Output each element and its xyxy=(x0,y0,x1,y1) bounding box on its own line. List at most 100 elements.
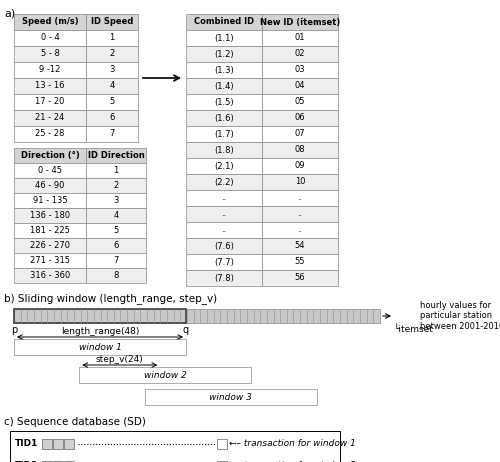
Bar xyxy=(86,268,146,283)
Text: (1.6): (1.6) xyxy=(214,114,234,122)
Bar xyxy=(86,193,146,208)
Bar xyxy=(186,30,262,46)
Text: 01: 01 xyxy=(295,34,305,43)
Bar xyxy=(186,190,262,206)
Bar xyxy=(64,461,74,462)
Text: 226 - 270: 226 - 270 xyxy=(30,241,70,250)
Bar xyxy=(186,142,262,158)
Text: ..: .. xyxy=(222,225,226,235)
Bar xyxy=(216,461,226,462)
Bar xyxy=(262,238,338,254)
Text: New ID (itemset): New ID (itemset) xyxy=(260,18,340,26)
Text: (7.6): (7.6) xyxy=(214,242,234,250)
Bar xyxy=(10,431,340,462)
Text: 08: 08 xyxy=(294,146,306,154)
Bar xyxy=(14,309,186,323)
Text: Combined ID: Combined ID xyxy=(194,18,254,26)
Bar xyxy=(14,148,86,163)
Bar xyxy=(86,148,146,163)
Bar xyxy=(14,30,86,46)
Bar xyxy=(14,126,86,142)
Text: 05: 05 xyxy=(295,97,305,107)
Bar xyxy=(86,126,138,142)
Text: 55: 55 xyxy=(295,257,305,267)
Bar xyxy=(262,14,338,30)
Text: 5: 5 xyxy=(114,226,118,235)
Bar xyxy=(86,94,138,110)
Bar xyxy=(14,253,86,268)
Text: step_v(24): step_v(24) xyxy=(96,355,144,364)
Text: 17 - 20: 17 - 20 xyxy=(36,97,64,107)
Text: (1.2): (1.2) xyxy=(214,49,234,59)
Text: 06: 06 xyxy=(294,114,306,122)
Text: 1: 1 xyxy=(110,34,114,43)
Bar xyxy=(186,110,262,126)
Text: 7: 7 xyxy=(110,129,114,139)
Text: 09: 09 xyxy=(295,162,305,170)
Bar xyxy=(262,174,338,190)
Text: 54: 54 xyxy=(295,242,305,250)
Text: window 3: window 3 xyxy=(210,393,252,401)
Bar xyxy=(86,78,138,94)
Bar xyxy=(86,253,146,268)
Bar xyxy=(86,110,138,126)
Bar xyxy=(53,439,63,449)
Bar xyxy=(186,46,262,62)
Bar xyxy=(14,163,86,178)
Bar xyxy=(262,110,338,126)
Text: Speed (m/s): Speed (m/s) xyxy=(22,18,78,26)
Text: 2: 2 xyxy=(114,181,118,190)
Bar xyxy=(86,223,146,238)
Bar xyxy=(14,339,186,355)
Text: (1.3): (1.3) xyxy=(214,66,234,74)
Text: 5 - 8: 5 - 8 xyxy=(40,49,60,59)
Bar xyxy=(42,461,52,462)
Bar xyxy=(262,158,338,174)
Text: (1.7): (1.7) xyxy=(214,129,234,139)
Bar xyxy=(14,94,86,110)
Bar xyxy=(262,190,338,206)
Bar xyxy=(186,94,262,110)
Bar xyxy=(262,270,338,286)
Bar xyxy=(262,78,338,94)
Bar xyxy=(86,238,146,253)
Bar xyxy=(86,62,138,78)
Bar xyxy=(262,142,338,158)
Text: ID Speed: ID Speed xyxy=(91,18,133,26)
Text: 03: 03 xyxy=(294,66,306,74)
Text: └itemset: └itemset xyxy=(394,325,434,334)
Text: 4: 4 xyxy=(110,81,114,91)
Bar xyxy=(53,461,63,462)
Text: ..: .. xyxy=(298,209,302,219)
Text: ←– transaction for window 1: ←– transaction for window 1 xyxy=(228,439,356,449)
Text: (2.2): (2.2) xyxy=(214,177,234,187)
Text: 136 - 180: 136 - 180 xyxy=(30,211,70,220)
Text: 1: 1 xyxy=(114,166,118,175)
Text: (7.8): (7.8) xyxy=(214,274,234,282)
Text: 3: 3 xyxy=(114,196,118,205)
Bar xyxy=(262,254,338,270)
Bar xyxy=(262,30,338,46)
Bar xyxy=(14,193,86,208)
Text: 3: 3 xyxy=(110,66,114,74)
Text: 04: 04 xyxy=(295,81,305,91)
Bar xyxy=(262,62,338,78)
Text: hourly values for
particular station
between 2001-2010: hourly values for particular station bet… xyxy=(420,301,500,331)
Text: b) Sliding window (length_range, step_v): b) Sliding window (length_range, step_v) xyxy=(4,293,217,304)
Bar xyxy=(64,439,74,449)
Bar xyxy=(262,222,338,238)
Text: c) Sequence database (SD): c) Sequence database (SD) xyxy=(4,417,146,427)
Text: 181 - 225: 181 - 225 xyxy=(30,226,70,235)
Text: ID Direction: ID Direction xyxy=(88,151,144,160)
Text: (2.1): (2.1) xyxy=(214,162,234,170)
Text: 4: 4 xyxy=(114,211,118,220)
Text: 316 - 360: 316 - 360 xyxy=(30,271,70,280)
Bar xyxy=(80,367,252,383)
Text: 8: 8 xyxy=(114,271,118,280)
Text: 46 - 90: 46 - 90 xyxy=(36,181,64,190)
Text: 91 - 135: 91 - 135 xyxy=(32,196,68,205)
Text: 5: 5 xyxy=(110,97,114,107)
Bar xyxy=(86,14,138,30)
Text: ..: .. xyxy=(298,225,302,235)
Text: 21 - 24: 21 - 24 xyxy=(36,114,64,122)
